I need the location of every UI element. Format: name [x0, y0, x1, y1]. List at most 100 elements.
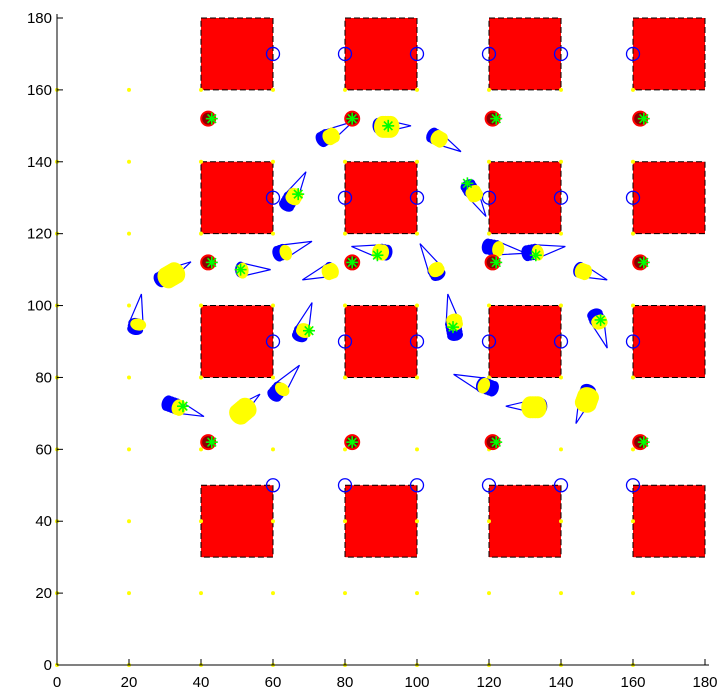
y-tick-label-3: 60	[35, 441, 52, 458]
agent-yellow-blob-9-2	[326, 127, 340, 143]
green-star-14	[292, 188, 305, 201]
grid-dot-69	[559, 231, 563, 236]
agent-yellow-blob-21-1	[428, 261, 444, 276]
obstacle-block-12	[200, 484, 274, 558]
waypoint-circle-8	[409, 190, 425, 205]
star-stroke-16-3	[383, 121, 394, 131]
grid-dot-32	[271, 303, 275, 308]
grid-dot-17	[127, 87, 131, 92]
grid-dot-48	[415, 447, 419, 452]
grid-dot-79	[631, 159, 635, 164]
agent-18	[505, 396, 548, 419]
grid-dot-75	[631, 447, 635, 452]
agent-1	[127, 293, 147, 336]
y-tick-label-7: 140	[27, 154, 52, 171]
grid-dot-10	[127, 591, 131, 596]
waypoint-circle-23	[625, 478, 641, 493]
green-star-1	[346, 112, 359, 125]
star-stroke-4-3	[206, 257, 217, 268]
grid-dot-80	[631, 87, 635, 92]
agent-blue-blob-20-4	[447, 329, 464, 341]
grid-dot-64	[559, 591, 563, 596]
star-stroke-19-3	[448, 322, 458, 332]
agent-blue-blob-19-4	[487, 380, 499, 397]
green-star-5	[346, 256, 359, 269]
axes: 0 20 40 60 80 100 120 140 160 180 0 20 40 60 80 100 120 1…	[27, 10, 718, 691]
x-tick-label-9: 180	[692, 674, 717, 691]
waypoint-circle-22	[553, 478, 569, 493]
grid-dot-78	[631, 231, 635, 236]
grid-dot-19	[199, 591, 203, 596]
grid-dot-40	[343, 375, 347, 380]
grid-dot-41	[343, 303, 347, 308]
agent-yellow-blob-7-0	[279, 244, 293, 261]
grid-dot-47	[415, 519, 419, 524]
agent-yellow-blob-15-2	[579, 264, 592, 281]
grid-dot-37	[343, 591, 347, 596]
grid-dot-67	[559, 375, 563, 380]
y-tick-label-2: 40	[35, 513, 52, 530]
grid-dot-53	[415, 87, 419, 92]
star-stroke-2-3	[491, 113, 502, 124]
grid-dot-44	[343, 87, 347, 92]
y-tick-label-8: 160	[27, 82, 52, 99]
green-star-15	[303, 324, 315, 337]
star-stroke-6-3	[491, 257, 502, 268]
y-tick-label-9: 180	[27, 10, 52, 27]
agent-11	[426, 127, 462, 153]
y-tick-label-5: 100	[27, 298, 52, 315]
agent-4	[267, 364, 301, 402]
agent-yellow-blob-4-0	[274, 382, 290, 397]
star-stroke-14-3	[293, 189, 304, 199]
agent-yellow-blob-17-3	[574, 394, 597, 413]
green-star-10	[490, 436, 503, 449]
grid-dot-24	[199, 231, 203, 236]
green-star-20	[529, 249, 542, 262]
grid-dot-43	[343, 159, 347, 164]
agent-yellow-blob-1-0	[130, 318, 147, 331]
grid-dot-31	[271, 375, 275, 380]
waypoint-circle-17	[625, 334, 641, 349]
waypoint-circle-1	[337, 46, 353, 62]
star-stroke-13-3	[235, 264, 246, 275]
star-stroke-11-3	[638, 437, 649, 447]
grid-dot-39	[343, 447, 347, 452]
obstacle-block-14	[488, 484, 562, 558]
star-layer	[177, 112, 650, 449]
obstacle-block-6	[488, 161, 562, 235]
green-star-9	[346, 436, 359, 449]
grid-dot-38	[343, 519, 347, 524]
x-tick-label-1: 20	[121, 674, 138, 691]
grid-dot-52	[415, 159, 419, 164]
agent-yellow-blob-13-0	[492, 241, 505, 257]
green-star-3	[637, 112, 650, 125]
star-stroke-3-3	[638, 113, 649, 124]
waypoint-circle-15	[481, 334, 497, 349]
grid-dot-51	[415, 231, 419, 236]
grid-dot-50	[415, 303, 419, 308]
waypoint-circle-11	[625, 190, 641, 205]
green-star-11	[637, 436, 650, 449]
green-star-2	[490, 112, 503, 125]
grid-dot-42	[343, 231, 347, 236]
agent-17	[574, 383, 599, 424]
green-star-12	[177, 400, 189, 413]
waypoint-circle-10	[553, 190, 569, 205]
star-stroke-10-3	[491, 437, 502, 447]
agent-yellow-blob-12-2	[467, 189, 484, 203]
star-stroke-9-3	[347, 437, 358, 447]
grid-dot-28	[271, 591, 275, 596]
x-tick-label-8: 160	[620, 674, 645, 691]
waypoint-circle-16	[553, 334, 569, 349]
agent-21	[419, 243, 446, 282]
waypoint-circle-0	[265, 46, 281, 62]
green-star-7	[637, 256, 650, 269]
x-tick-label-7: 140	[548, 674, 573, 691]
waypoint-circle-21	[481, 478, 497, 493]
star-stroke-20-3	[530, 250, 541, 261]
grid-dot-56	[487, 519, 491, 524]
grid-dot-70	[559, 159, 563, 164]
grid-dot-60	[487, 231, 491, 236]
obstacle-block-2	[488, 17, 562, 91]
